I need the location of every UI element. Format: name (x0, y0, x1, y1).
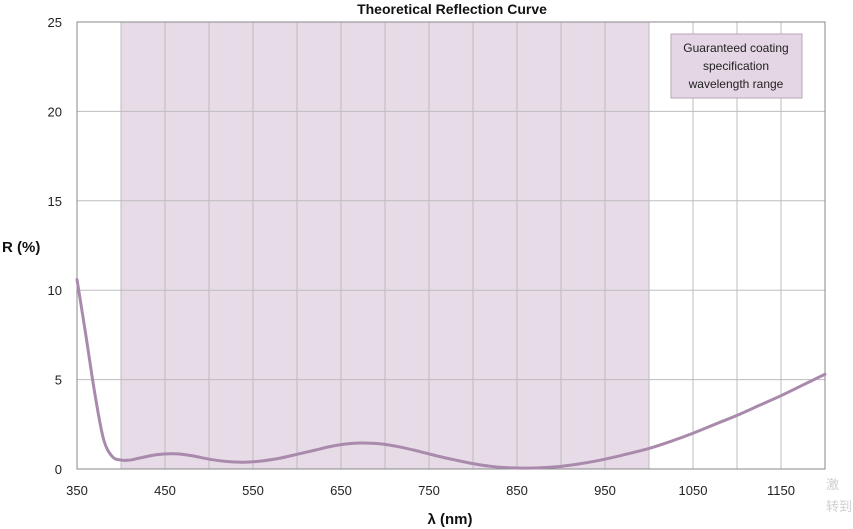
y-tick-label: 0 (55, 462, 62, 477)
x-tick-label: 650 (330, 483, 352, 498)
y-axis-label: R (%) (2, 239, 40, 256)
watermark-line-2: 转到 (826, 499, 852, 514)
legend-line-1: Guaranteed coating (683, 41, 788, 55)
plot-frame (76, 21, 826, 470)
legend-box (670, 33, 803, 99)
watermark-line-1: 激 (826, 477, 839, 492)
chart-title: Theoretical Reflection Curve (357, 1, 547, 17)
x-axis-label: λ (nm) (428, 511, 473, 528)
legend-line-2: specification (703, 59, 769, 73)
x-tick-label: 1150 (767, 483, 795, 498)
x-tick-label: 550 (242, 483, 264, 498)
x-tick-label: 850 (506, 483, 528, 498)
legend: Guaranteed coating specification wavelen… (670, 33, 803, 99)
x-tick-label: 950 (594, 483, 616, 498)
y-tick-label: 15 (48, 194, 62, 209)
x-tick-label: 1050 (679, 483, 708, 498)
x-tick-label: 750 (418, 483, 440, 498)
y-tick-label: 25 (48, 15, 62, 30)
y-axis-ticks: 0 5 10 15 20 25 (48, 15, 62, 477)
x-axis-ticks: 350 450 550 650 750 850 950 1050 1150 (66, 483, 795, 498)
reflection-curve (75, 277, 827, 470)
y-tick-label: 10 (48, 283, 62, 298)
y-tick-label: 5 (55, 373, 62, 388)
x-tick-label: 350 (66, 483, 88, 498)
x-tick-label: 450 (154, 483, 176, 498)
legend-line-3: wavelength range (688, 77, 784, 91)
y-tick-label: 20 (48, 104, 62, 119)
